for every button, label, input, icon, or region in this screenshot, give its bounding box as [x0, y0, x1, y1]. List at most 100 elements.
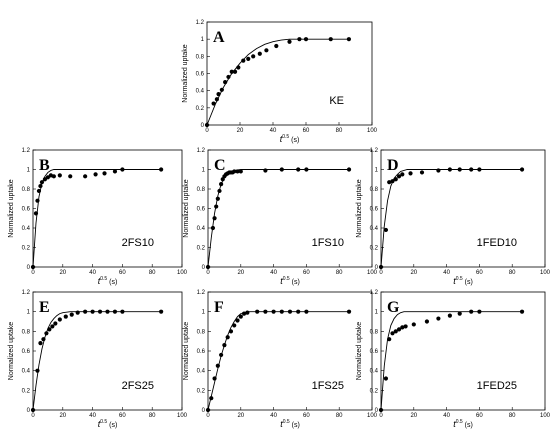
sample-label: 1FED10 — [477, 237, 517, 249]
data-point — [51, 174, 56, 179]
y-axis-label: Normalized uptake — [183, 322, 190, 380]
x-tick-label: 0 — [379, 413, 383, 419]
x-axis-label: t0.5 (s) — [280, 134, 300, 144]
data-point — [53, 321, 58, 326]
data-point — [83, 174, 88, 179]
data-point — [235, 318, 240, 323]
sample-label: 1FED25 — [477, 380, 517, 392]
data-point — [287, 39, 292, 44]
plot-frame — [207, 149, 373, 268]
x-tick-label: 80 — [336, 128, 343, 134]
y-tick-label: 0.6 — [196, 72, 205, 78]
y-tick-label: 0 — [375, 408, 379, 414]
model-curve — [207, 169, 350, 268]
data-point — [411, 322, 416, 327]
panel-letter: D — [387, 157, 399, 174]
plot-frame — [380, 291, 546, 411]
data-point — [396, 327, 402, 332]
data-point — [390, 331, 395, 336]
x-tick-label: 80 — [336, 270, 343, 276]
data-point — [519, 167, 525, 172]
data-point — [436, 168, 441, 173]
x-tick-label: 0 — [206, 270, 210, 276]
y-tick-label: 0.2 — [196, 106, 205, 112]
x-tick-label: 60 — [476, 413, 483, 419]
y-tick-label: 0.6 — [22, 207, 31, 213]
x-tick-label: 40 — [270, 128, 277, 134]
data-point — [57, 173, 62, 178]
x-tick-label: 40 — [443, 270, 450, 276]
x-axis-label: t0.5 (s) — [280, 276, 300, 286]
y-tick-label: 1 — [202, 310, 206, 316]
plot-frame — [380, 149, 546, 268]
data-point — [393, 329, 398, 334]
panel-letter: G — [387, 299, 400, 316]
data-point — [69, 312, 74, 317]
model-curve — [32, 311, 162, 411]
y-tick-label: 1 — [375, 310, 379, 316]
data-point — [238, 314, 243, 319]
x-tick-label: 40 — [443, 413, 450, 419]
y-axis-label: Normalized uptake — [8, 179, 15, 237]
y-tick-label: 0.4 — [370, 369, 379, 375]
x-tick-label: 0 — [379, 270, 383, 276]
panel-letter: F — [214, 299, 224, 316]
y-tick-label: 0.4 — [22, 369, 31, 375]
data-point — [38, 341, 43, 346]
x-axis-label: t0.5 (s) — [453, 419, 473, 429]
data-point — [112, 169, 118, 174]
y-tick-label: 0.4 — [370, 226, 379, 232]
x-tick-label: 100 — [177, 270, 188, 276]
x-tick-label: 0 — [31, 270, 35, 276]
data-point — [263, 168, 268, 173]
x-tick-label: 80 — [149, 413, 156, 419]
y-tick-label: 1 — [27, 168, 31, 174]
y-tick-label: 1 — [201, 37, 205, 43]
model-curve — [380, 169, 523, 268]
y-tick-label: 0.2 — [197, 246, 206, 252]
data-point — [45, 175, 51, 180]
y-tick-label: 0.8 — [22, 187, 31, 193]
panel-letter: E — [39, 299, 50, 316]
x-tick-label: 20 — [237, 413, 244, 419]
data-point — [50, 324, 55, 329]
x-tick-label: 40 — [270, 270, 277, 276]
data-point — [251, 54, 256, 59]
y-tick-label: 0.8 — [370, 187, 379, 193]
y-tick-label: 0.6 — [197, 207, 206, 213]
y-tick-label: 1 — [202, 168, 206, 174]
data-point — [93, 172, 98, 177]
sample-label: 1FS25 — [312, 380, 344, 392]
data-point — [241, 58, 246, 63]
x-tick-label: 100 — [367, 413, 378, 419]
x-tick-label: 20 — [237, 128, 244, 134]
data-point — [408, 171, 413, 176]
data-point — [238, 169, 243, 174]
y-tick-label: 0.2 — [22, 246, 31, 252]
y-tick-label: 1.2 — [197, 148, 206, 154]
x-tick-label: 20 — [59, 413, 66, 419]
y-tick-label: 0.8 — [197, 329, 206, 335]
y-axis-label: Normalized uptake — [356, 179, 363, 237]
panel-letter: C — [214, 157, 226, 174]
x-tick-label: 0 — [31, 413, 35, 419]
y-tick-label: 0 — [202, 265, 206, 271]
panel-b: 0 20 40 60 80 100 0 0.2 0.4 0.6 0.8 1 1.2 t0.5 (s) Nor… — [8, 148, 188, 286]
x-tick-label: 100 — [177, 413, 188, 419]
y-tick-label: 1.2 — [370, 290, 379, 296]
y-tick-label: 1 — [27, 310, 31, 316]
y-axis-label: Normalized uptake — [183, 179, 190, 237]
x-tick-label: 60 — [119, 270, 126, 276]
data-point — [400, 172, 405, 177]
data-point — [436, 316, 441, 321]
x-tick-label: 60 — [476, 270, 483, 276]
data-point — [457, 311, 462, 316]
y-tick-label: 0.6 — [370, 349, 379, 355]
data-point — [383, 376, 389, 381]
x-tick-label: 0 — [205, 128, 209, 134]
data-point — [232, 323, 237, 328]
sample-label: 2FS10 — [122, 237, 154, 249]
panel-letter: B — [39, 157, 50, 174]
